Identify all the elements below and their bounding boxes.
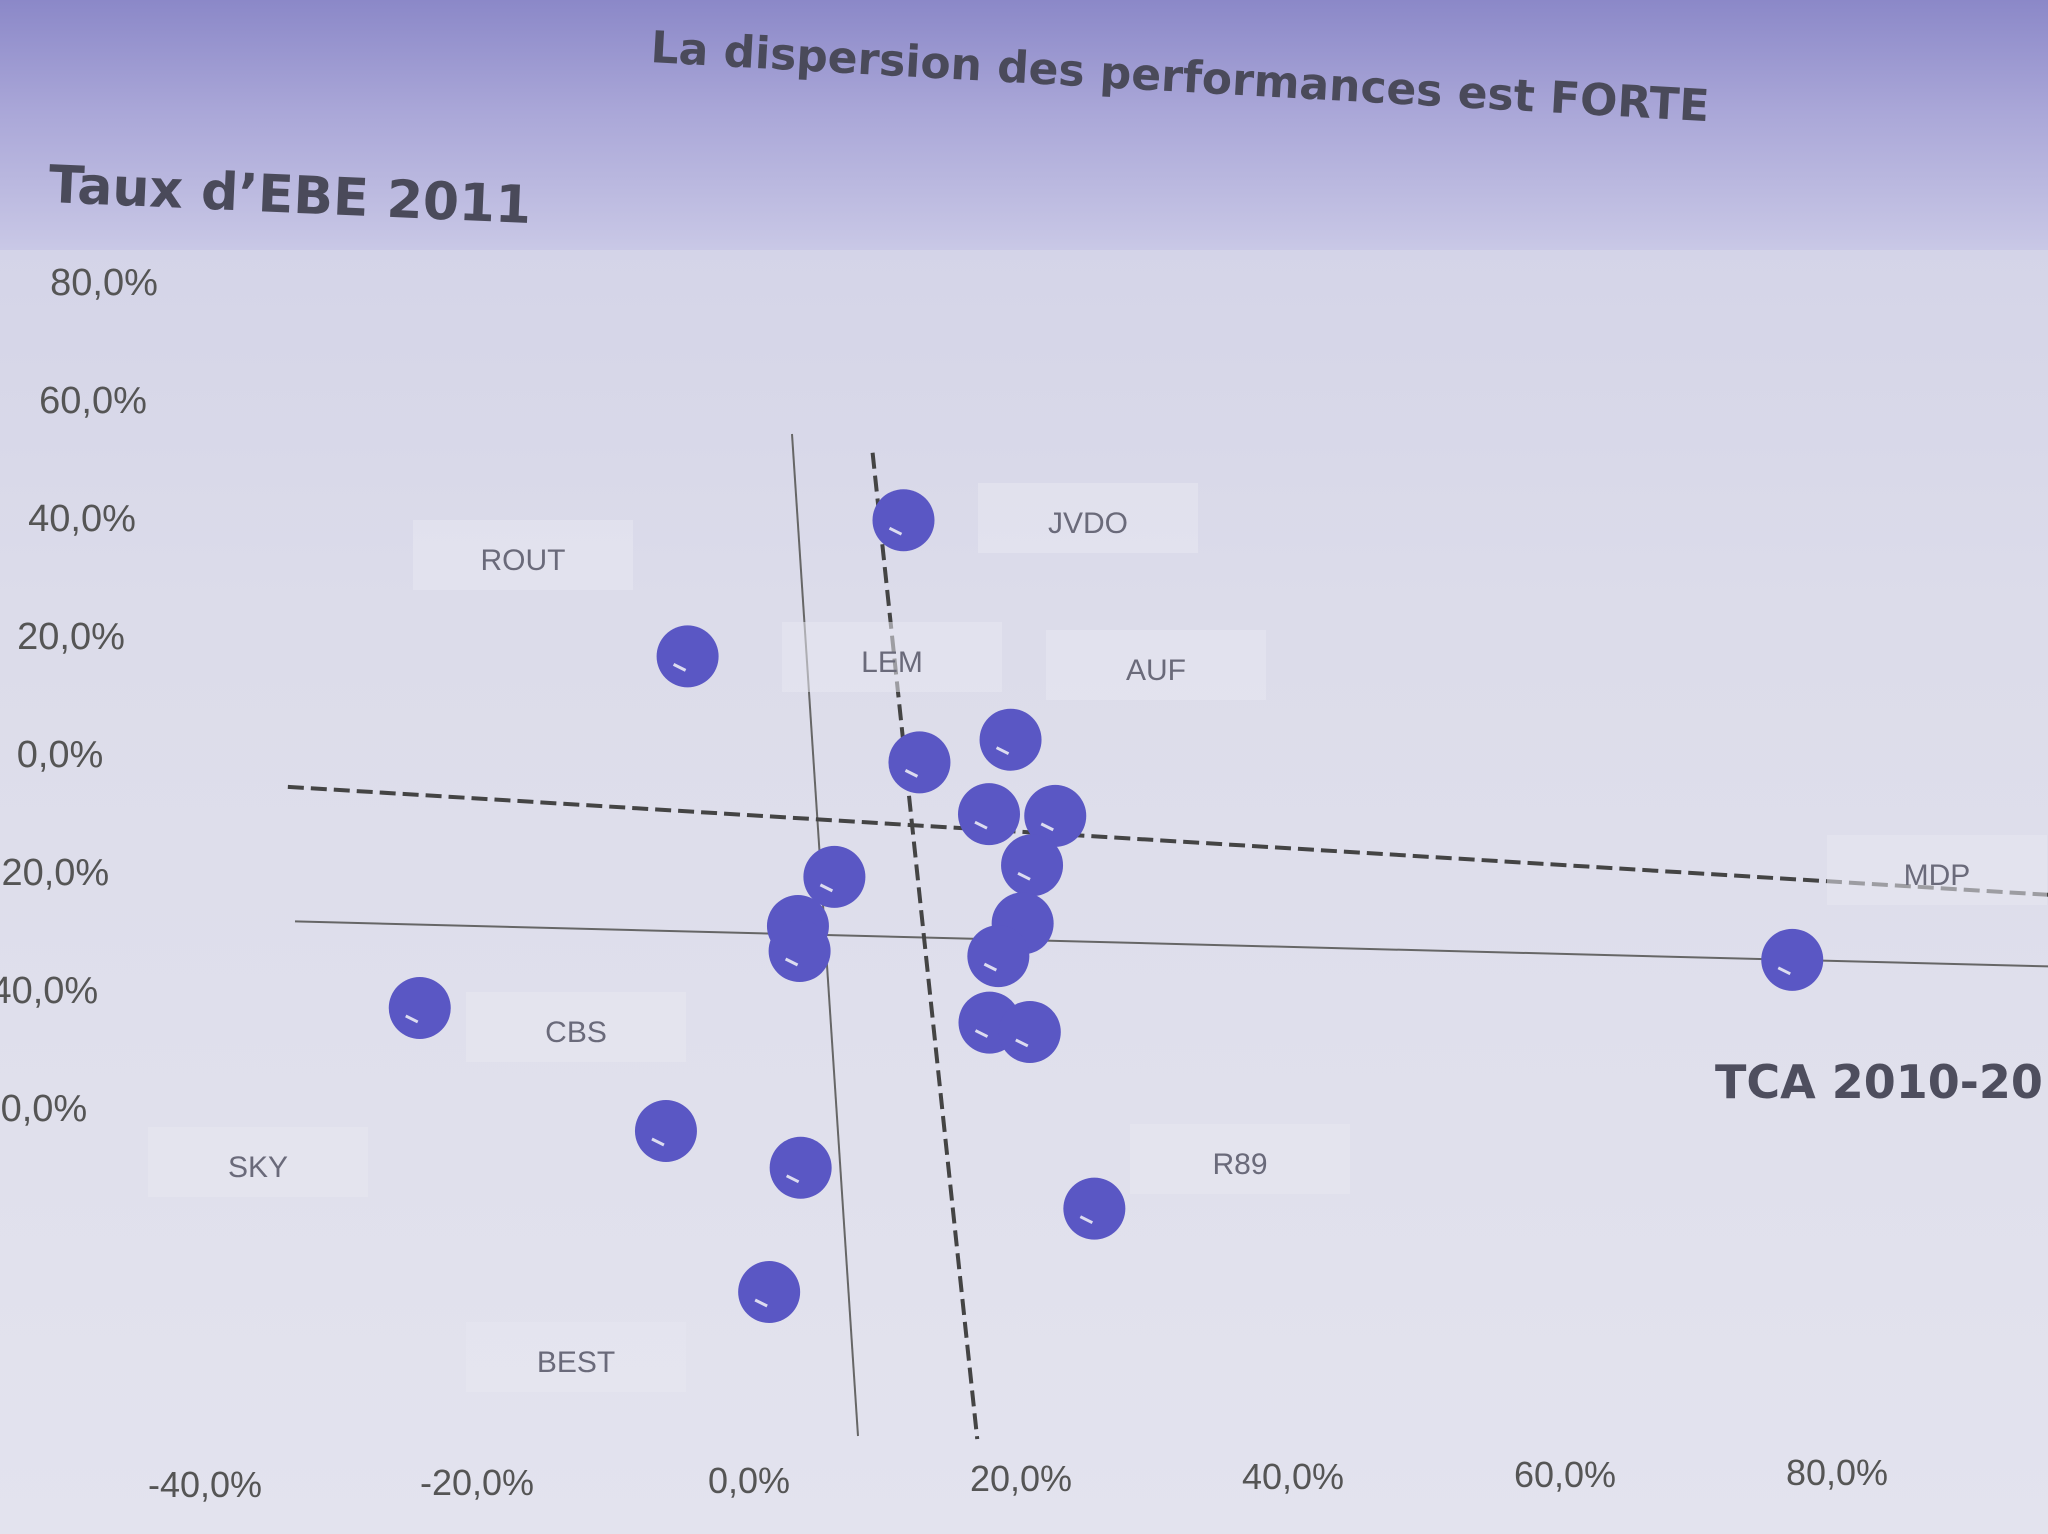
slide-title: La dispersion des performances est FORTE xyxy=(649,22,1710,132)
y-axis-title: Taux d’EBE 2011 xyxy=(47,155,532,236)
annotation-box xyxy=(782,622,1002,692)
annotation-box xyxy=(466,992,686,1062)
data-point xyxy=(888,731,951,794)
data-point xyxy=(634,1099,697,1162)
data-point xyxy=(872,489,935,552)
leader-line xyxy=(974,1029,989,1038)
annotation-box xyxy=(1130,1124,1350,1194)
x-tick-label: 20,0% xyxy=(970,1458,1072,1499)
leader-line xyxy=(1777,966,1791,976)
leader-line xyxy=(983,962,998,972)
leader-line xyxy=(1015,1038,1029,1048)
data-point xyxy=(769,1136,832,1199)
annotation-box xyxy=(978,483,1198,553)
leader-line xyxy=(904,769,919,778)
x-tick-label: -20,0% xyxy=(420,1462,534,1503)
leader-line xyxy=(819,883,834,893)
annotation-box xyxy=(466,1322,686,1392)
annotation-label: MDP xyxy=(1904,859,1971,892)
x-tick-label: 80,0% xyxy=(1786,1452,1888,1493)
y-tick-label: 0,0% xyxy=(17,734,104,776)
leader-line xyxy=(1040,822,1054,832)
annotation-box xyxy=(1046,630,1266,700)
leader-line xyxy=(672,663,687,672)
leader-line xyxy=(405,1014,419,1024)
average-y-line xyxy=(287,784,2048,897)
annotation-label: BEST xyxy=(537,1346,615,1379)
annotation-label: ROUT xyxy=(481,544,566,577)
data-point xyxy=(958,783,1020,846)
annotation-label: JVDO xyxy=(1048,507,1128,540)
data-point xyxy=(1001,834,1064,897)
title-banner xyxy=(0,0,2048,250)
data-point xyxy=(967,925,1030,988)
leader-line xyxy=(754,1298,768,1308)
annotation-label: LEM xyxy=(861,646,923,679)
x-tick-label: -40,0% xyxy=(148,1464,262,1505)
annotation-label: R89 xyxy=(1212,1148,1267,1181)
leader-line xyxy=(995,746,1010,756)
data-point xyxy=(738,1261,801,1324)
data-point xyxy=(1024,784,1087,847)
leader-line xyxy=(784,957,799,967)
y-tick-label: -20,0% xyxy=(0,852,109,894)
y-tick-label: 60,0% xyxy=(39,380,147,422)
y-tick-label: 20,0% xyxy=(17,616,125,658)
data-point xyxy=(998,1000,1061,1063)
x-tick-label: 60,0% xyxy=(1514,1454,1616,1495)
annotation-label: SKY xyxy=(228,1151,288,1184)
annotation-box xyxy=(148,1127,368,1197)
data-point xyxy=(388,976,451,1039)
data-point xyxy=(803,845,866,908)
x-tick-label: 40,0% xyxy=(1242,1456,1344,1497)
data-point xyxy=(1761,928,1824,991)
leader-line xyxy=(1017,871,1031,881)
leader-line xyxy=(974,820,988,830)
y-tick-label: -40,0% xyxy=(0,970,98,1012)
annotation-box xyxy=(413,520,633,590)
y-tick-label: 40,0% xyxy=(28,498,136,540)
leader-line xyxy=(785,1174,800,1184)
data-point xyxy=(656,625,719,688)
annotation-label: CBS xyxy=(545,1016,607,1049)
data-point xyxy=(979,708,1042,771)
leader-line xyxy=(1079,1215,1094,1225)
x-tick-label: 0,0% xyxy=(708,1460,790,1501)
y-tick-label: -60,0% xyxy=(0,1088,87,1130)
average-x-line xyxy=(870,452,980,1440)
annotation-label: AUF xyxy=(1126,654,1186,687)
data-point xyxy=(768,920,831,983)
leader-line xyxy=(888,526,903,536)
annotation-box xyxy=(1827,835,2047,905)
leader-line xyxy=(651,1137,665,1147)
data-point xyxy=(1063,1177,1126,1240)
y-tick-label: 80,0% xyxy=(50,262,158,304)
x-axis-line xyxy=(294,920,2048,968)
x-axis-title: TCA 2010-2011 xyxy=(1715,1055,2048,1109)
